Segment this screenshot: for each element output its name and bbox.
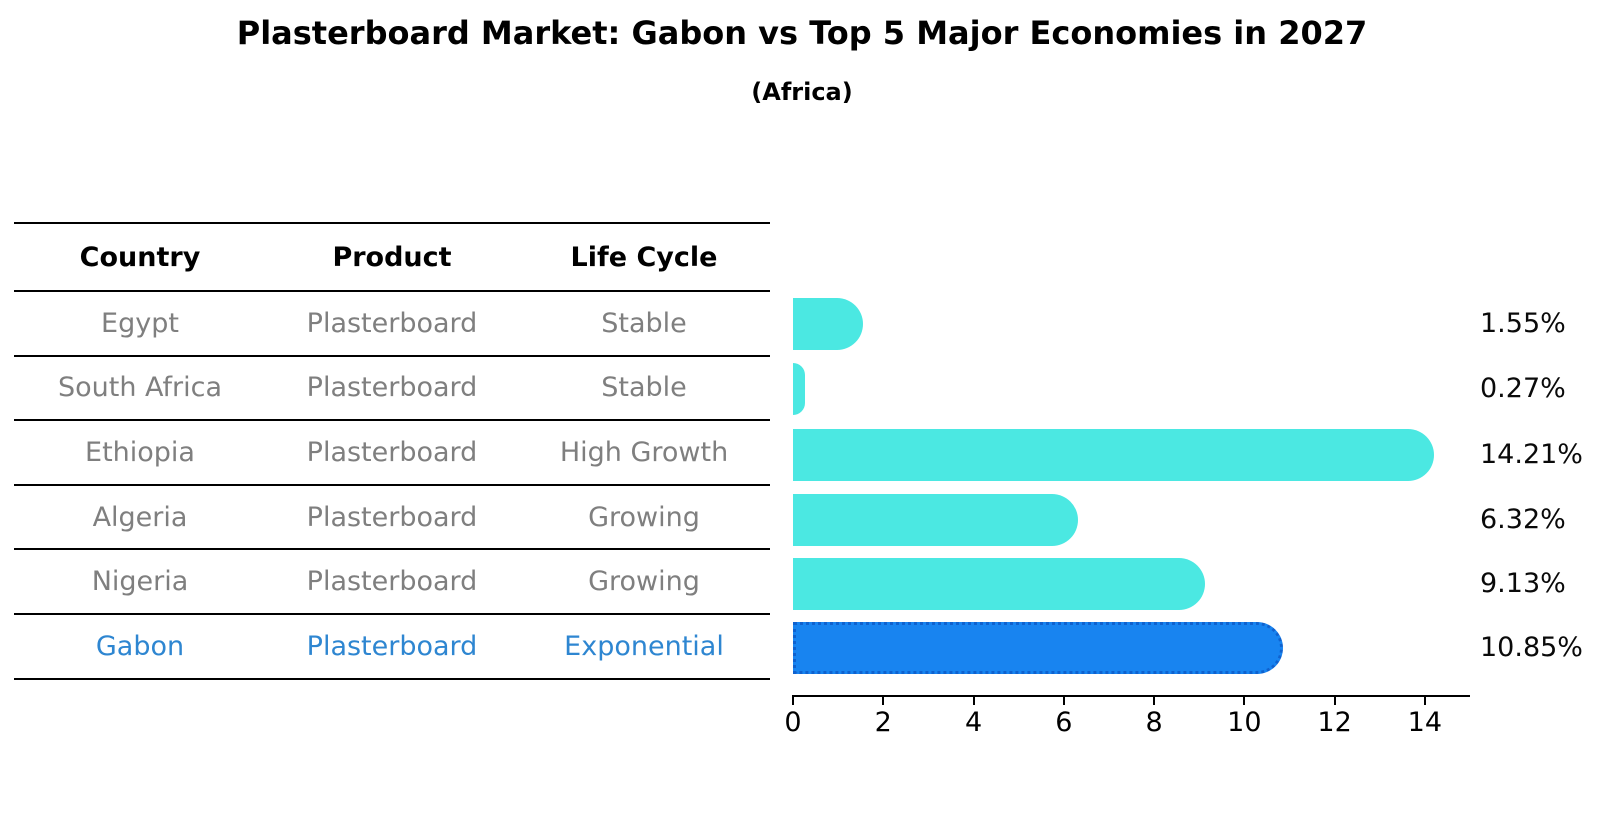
- tick-label: 10: [1227, 707, 1262, 738]
- value-label-nigeria: 9.13%: [1480, 568, 1566, 599]
- table-row-south-africa: South Africa Plasterboard Stable: [14, 357, 770, 422]
- cell-product: Plasterboard: [306, 501, 478, 533]
- cell-life-cycle: Exponential: [564, 630, 724, 662]
- tick-mark: [1243, 695, 1246, 705]
- cell-country: Nigeria: [91, 566, 189, 598]
- tick-mark: [1423, 695, 1426, 705]
- value-label-egypt: 1.55%: [1480, 308, 1566, 339]
- tick-label: 4: [964, 707, 983, 738]
- tick-label: 6: [1055, 707, 1073, 738]
- cell-product: Plasterboard: [306, 372, 478, 404]
- value-label-algeria: 6.32%: [1480, 504, 1566, 535]
- bar-chart-plot-area: 0 2 4 6 8 10 12 14: [784, 222, 1470, 738]
- table-row-algeria: Algeria Plasterboard Growing: [14, 486, 770, 551]
- cell-life-cycle: Stable: [601, 372, 687, 404]
- tick-label: 12: [1317, 707, 1352, 738]
- tick-label: 0: [784, 707, 802, 738]
- cell-product: Plasterboard: [306, 436, 478, 468]
- bar-ethiopia: [793, 429, 1435, 481]
- bar-nigeria: [793, 558, 1206, 610]
- cell-life-cycle: Growing: [588, 566, 700, 598]
- value-label-south-africa: 0.27%: [1480, 373, 1566, 404]
- value-label-ethiopia: 14.21%: [1480, 439, 1583, 470]
- cell-country: Egypt: [101, 307, 179, 339]
- table-header-row: Country Product Life Cycle: [14, 222, 770, 292]
- cell-product: Plasterboard: [306, 307, 478, 339]
- cell-country: Algeria: [92, 501, 188, 533]
- tick-label: 14: [1407, 707, 1443, 738]
- table-row-egypt: Egypt Plasterboard Stable: [14, 292, 770, 357]
- chart-subtitle: (Africa): [751, 78, 853, 106]
- chart-title: Plasterboard Market: Gabon vs Top 5 Majo…: [236, 14, 1368, 52]
- tick-mark: [882, 695, 885, 705]
- tick-mark: [792, 695, 794, 705]
- cell-country: Gabon: [95, 630, 185, 662]
- table-row-ethiopia: Ethiopia Plasterboard High Growth: [14, 421, 770, 486]
- tick-label: 8: [1145, 707, 1163, 738]
- tick-mark: [1333, 695, 1336, 705]
- tick-mark: [972, 695, 975, 705]
- cell-life-cycle: Stable: [601, 307, 687, 339]
- header-product: Product: [332, 241, 452, 273]
- cell-life-cycle: High Growth: [559, 436, 729, 468]
- bar-algeria: [793, 494, 1079, 546]
- cell-life-cycle: Growing: [588, 501, 700, 533]
- cell-country: South Africa: [57, 372, 223, 404]
- country-table: Country Product Life Cycle Egypt Plaster…: [14, 222, 770, 680]
- value-label-gabon: 10.85%: [1480, 632, 1583, 663]
- bar-south-africa: [793, 363, 806, 415]
- tick-mark: [1062, 695, 1065, 705]
- header-country: Country: [79, 241, 201, 273]
- bar-gabon-highlight: [793, 622, 1283, 674]
- cell-product: Plasterboard: [306, 630, 478, 662]
- table-row-nigeria: Nigeria Plasterboard Growing: [14, 550, 770, 615]
- cell-product: Plasterboard: [306, 566, 478, 598]
- bar-egypt: [793, 298, 863, 350]
- table-row-gabon: Gabon Plasterboard Exponential: [14, 615, 770, 680]
- cell-country: Ethiopia: [85, 436, 195, 468]
- tick-label: 2: [874, 707, 892, 738]
- header-life-cycle: Life Cycle: [570, 241, 718, 273]
- tick-mark: [1153, 695, 1156, 705]
